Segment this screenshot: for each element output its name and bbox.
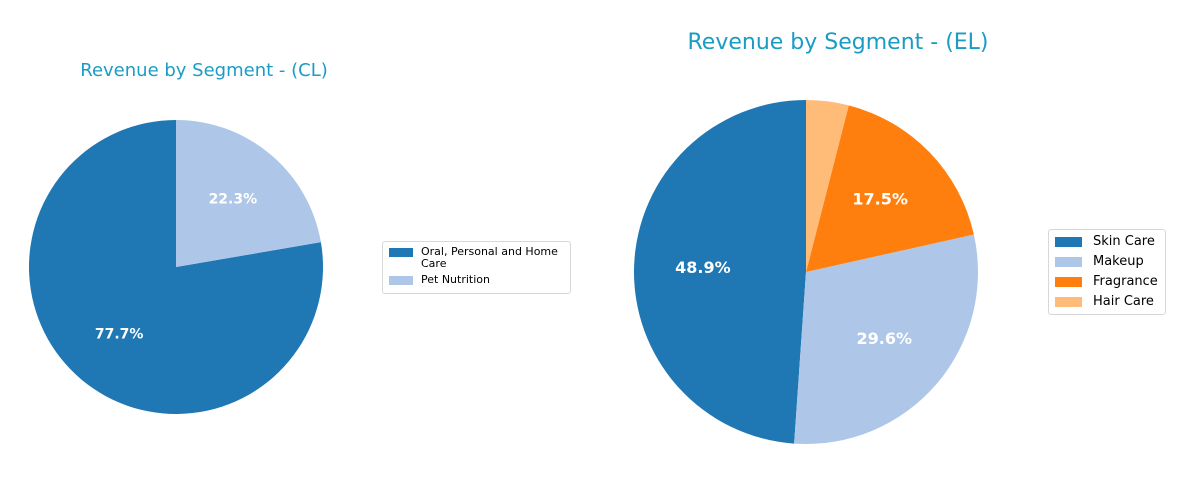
legend-item: Fragrance	[1055, 274, 1159, 289]
pie-cl: 77.7% 22.3%	[29, 119, 323, 414]
slice-percent-label: 17.5%	[852, 190, 908, 209]
legend-item: Oral, Personal and Home Care	[389, 246, 564, 270]
slice-percent-label: 29.6%	[857, 329, 913, 348]
pie-slice	[176, 119, 321, 267]
legend-swatch	[1055, 297, 1082, 307]
legend-item: Pet Nutrition	[389, 274, 564, 286]
legend-swatch	[1055, 257, 1082, 267]
pie-slice	[634, 100, 806, 444]
legend-label: Fragrance	[1093, 274, 1158, 289]
pie-slice	[806, 100, 849, 272]
pie-slice	[29, 120, 323, 414]
slice-percent-label: 22.3%	[209, 192, 258, 208]
chart-title-cl: Revenue by Segment - (CL)	[80, 60, 328, 81]
legend-swatch	[389, 276, 413, 285]
legend-el: Skin Care Makeup Fragrance Hair Care	[1048, 229, 1166, 315]
legend-item: Makeup	[1055, 254, 1159, 269]
legend-label: Hair Care	[1093, 294, 1154, 309]
legend-label: Skin Care	[1093, 234, 1155, 249]
legend-swatch	[389, 248, 413, 257]
legend-swatch	[1055, 277, 1082, 287]
pie-slice	[806, 105, 974, 273]
pie-el: 48.9% 29.6% 17.5%	[634, 100, 978, 444]
legend-label: Oral, Personal and Home Care	[421, 245, 558, 270]
legend-item: Skin Care	[1055, 234, 1159, 249]
legend-label: Makeup	[1093, 254, 1144, 269]
chart-title-el: Revenue by Segment - (EL)	[687, 30, 989, 55]
legend-swatch	[1055, 237, 1082, 247]
pie-slice	[794, 234, 978, 444]
legend-item: Hair Care	[1055, 294, 1159, 309]
slice-percent-label: 77.7%	[95, 326, 144, 342]
legend-label: Pet Nutrition	[421, 273, 490, 286]
slice-percent-label: 48.9%	[675, 258, 731, 277]
legend-cl: Oral, Personal and Home Care Pet Nutriti…	[382, 241, 571, 294]
